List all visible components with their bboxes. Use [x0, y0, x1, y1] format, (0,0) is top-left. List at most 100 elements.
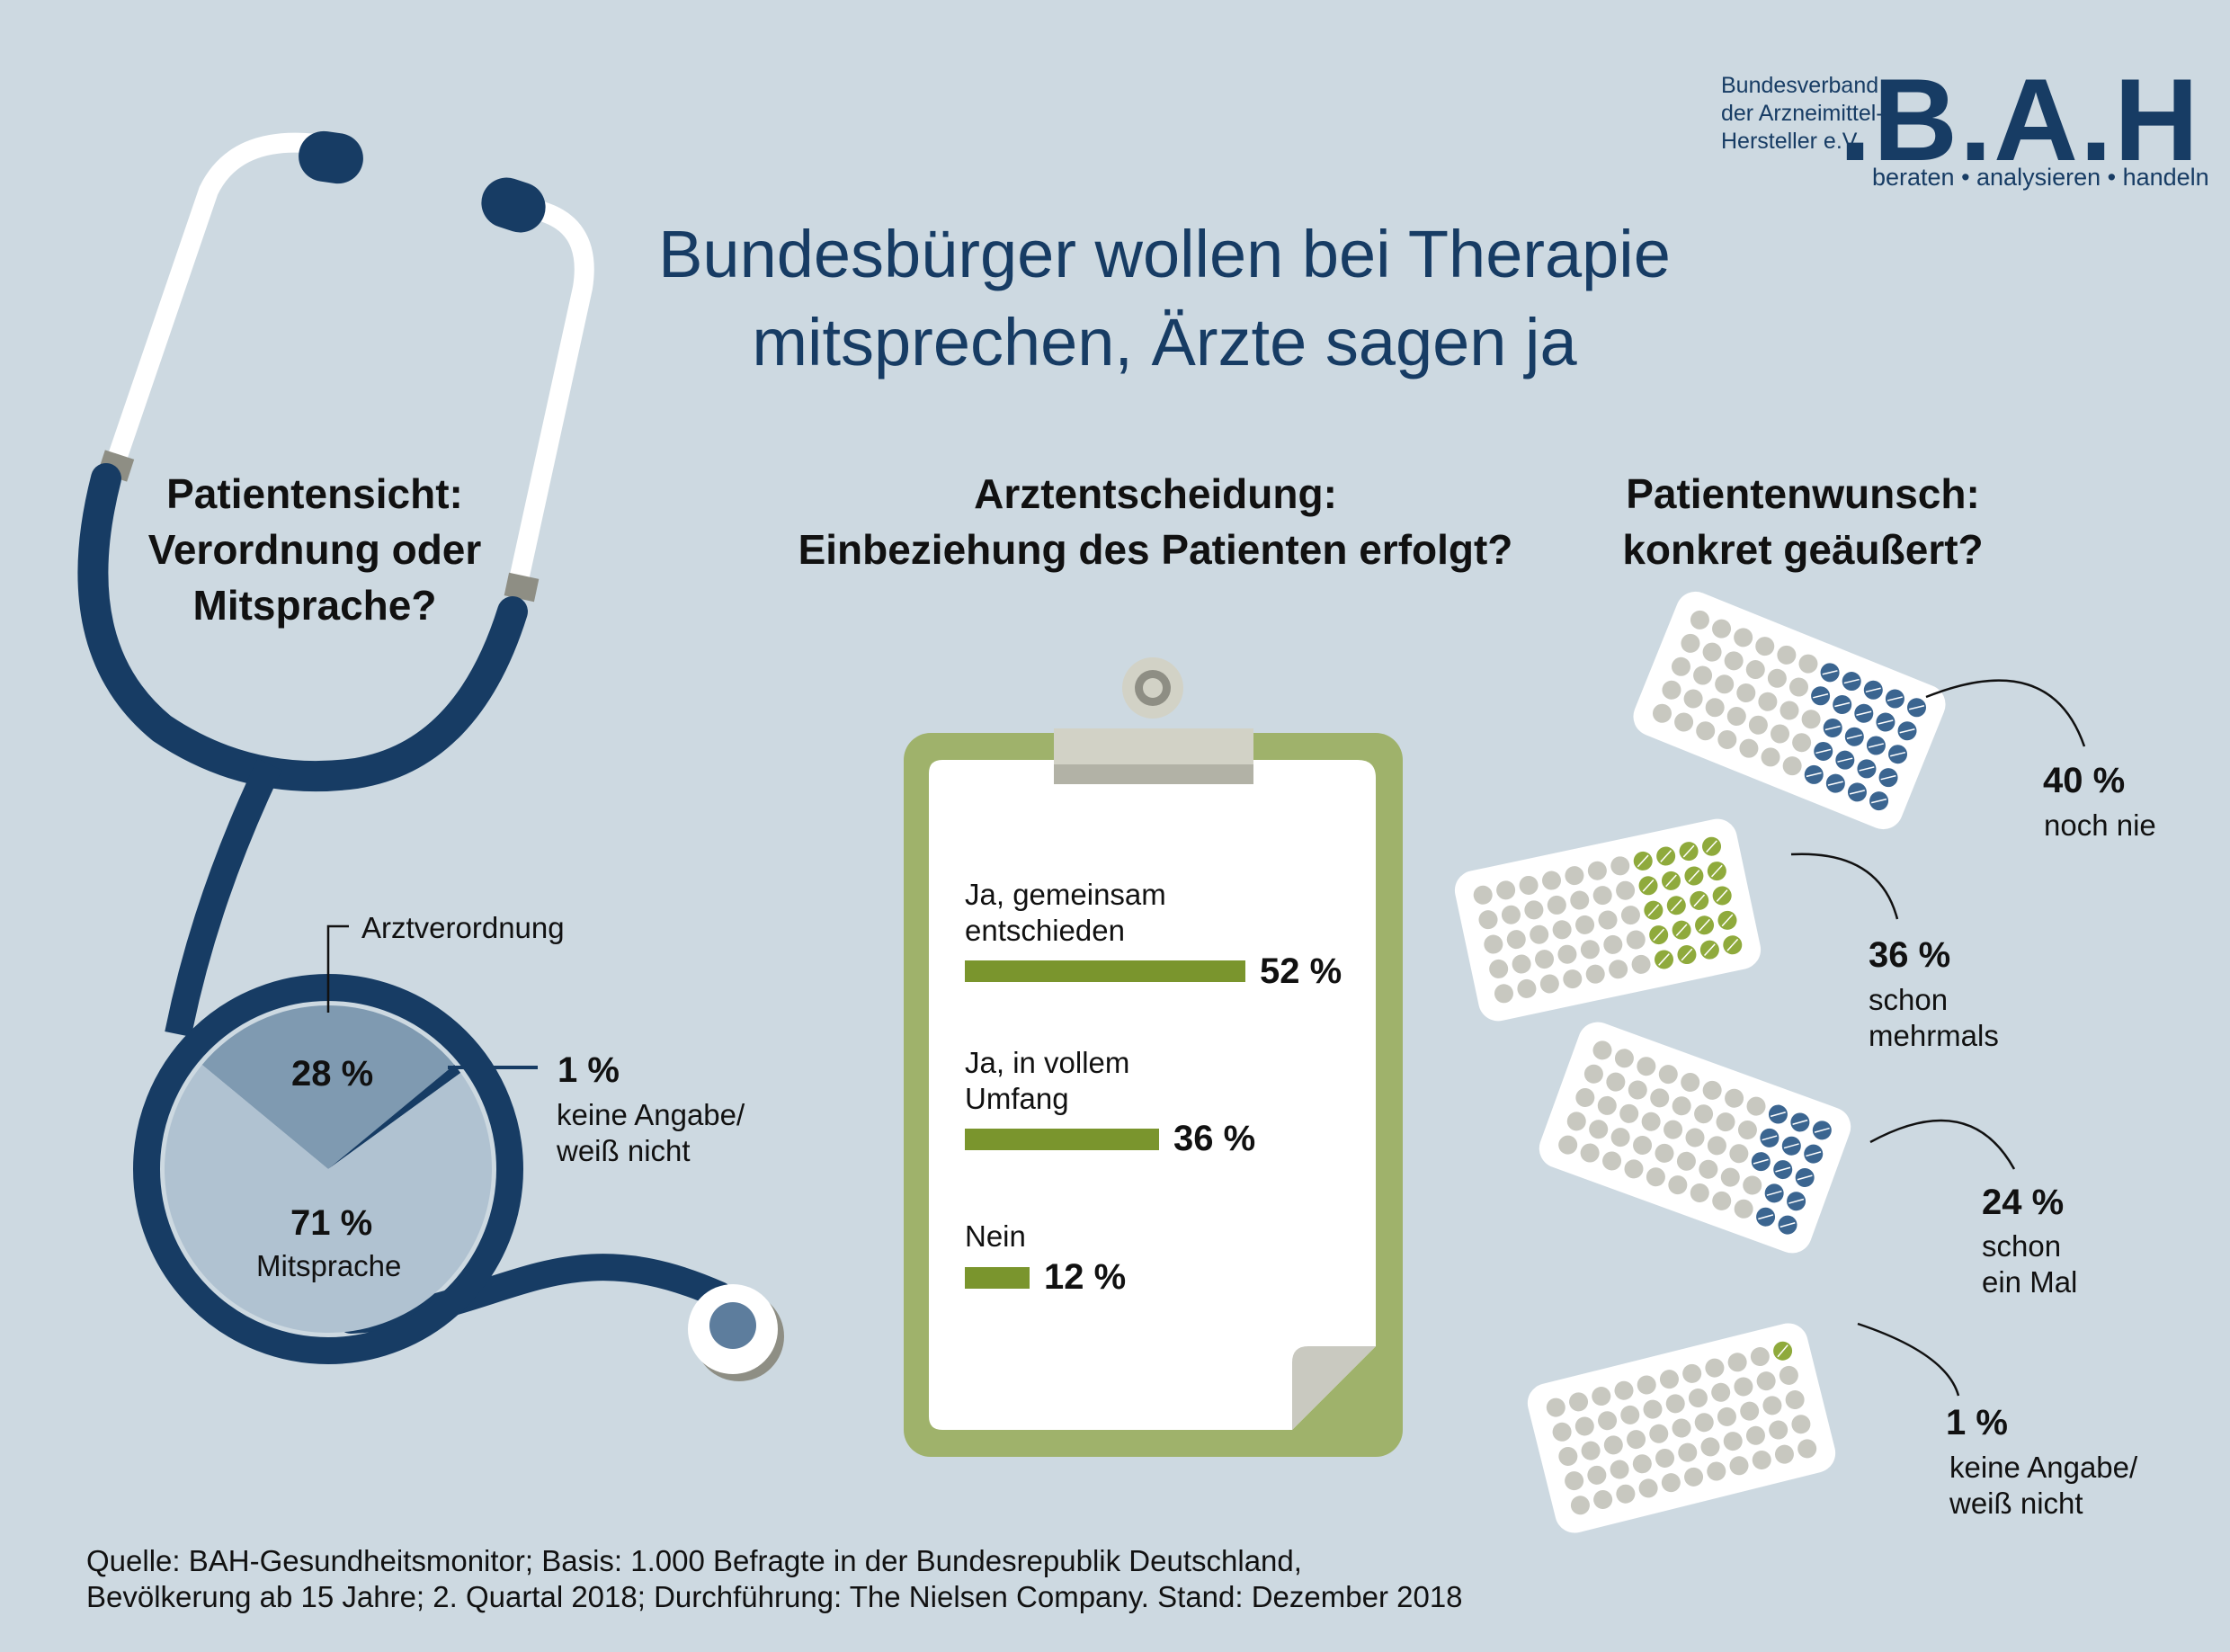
pill-score [1783, 1143, 1799, 1149]
pill-score [1653, 928, 1665, 942]
pill-empty [1780, 701, 1799, 720]
pill-empty [1609, 960, 1628, 979]
source-line-2: Bevölkerung ab 15 Jahre; 2. Quartal 2018… [86, 1580, 1463, 1613]
pill-empty [1664, 1120, 1683, 1139]
pill-empty [1592, 1040, 1612, 1060]
pill-score [1710, 864, 1723, 878]
pill-empty [1740, 1401, 1760, 1421]
pill-empty [1746, 1096, 1766, 1116]
pictogram-label-3-line-1: keine Angabe/ [1949, 1451, 2138, 1484]
pictogram-label-3-line-2: weiß nicht [1949, 1487, 2083, 1520]
pie-label-arztverordnung: Arztverordnung [361, 911, 565, 944]
pill-empty [1668, 1175, 1688, 1195]
pill-empty [1726, 706, 1746, 726]
pill-empty [1583, 1064, 1603, 1084]
bar-title-1: Arztentscheidung: [974, 470, 1337, 517]
pill-empty [1552, 920, 1572, 940]
pill-empty [1762, 1396, 1782, 1415]
pie-title-2: Verordnung oder [147, 526, 482, 573]
pill-score [1849, 790, 1865, 795]
pictogram-chart [1454, 591, 2086, 1533]
pie-label-keine-angabe-1: keine Angabe/ [557, 1098, 745, 1131]
pill-empty [1676, 1151, 1696, 1171]
blister-pack-0 [1633, 591, 1946, 830]
pill-score [1824, 725, 1841, 731]
pill-empty [1638, 1478, 1658, 1498]
bar-label-0-line-2: entschieden [965, 914, 1125, 947]
pill-score [1822, 670, 1838, 675]
pill-empty [1745, 1425, 1765, 1445]
pie-slice-arztverordnung [201, 1005, 455, 1169]
pictogram-label-2-line-1: schon [1982, 1229, 2062, 1263]
pill-empty [1603, 934, 1623, 954]
pill-empty [1620, 906, 1640, 925]
pill-empty [1672, 1096, 1691, 1116]
pill-empty [1711, 1382, 1731, 1402]
pill-empty [1566, 1112, 1586, 1131]
pill-score [1758, 1214, 1774, 1220]
pill-empty [1743, 1175, 1762, 1195]
pill-score [1878, 719, 1894, 725]
pill-empty [1558, 1135, 1578, 1155]
pill-empty [1674, 712, 1694, 732]
pill-score [1637, 854, 1649, 868]
pill-score [1647, 904, 1660, 917]
pill-empty [1685, 1128, 1705, 1147]
bar-label-1-line-1: Ja, in vollem [965, 1046, 1130, 1079]
pill-score [1868, 743, 1884, 748]
pictogram-title-2: konkret geäußert? [1622, 526, 1984, 573]
pill-empty [1633, 1136, 1653, 1156]
pill-score [1766, 1190, 1782, 1196]
pill-empty [1512, 954, 1531, 974]
pill-empty [1699, 1159, 1718, 1179]
pill-empty [1616, 880, 1636, 900]
pill-score [1889, 751, 1906, 757]
pill-empty [1737, 1120, 1757, 1139]
pill-empty [1655, 1448, 1675, 1468]
pill-empty [1659, 1370, 1679, 1389]
pill-empty [1694, 1413, 1714, 1433]
page-title-line-1: Bundesbürger wollen bei Therapie [658, 217, 1671, 291]
pill-score [1675, 924, 1688, 937]
pill-empty [1552, 1422, 1572, 1442]
logo-tagline: beraten • analysieren • handeln [1872, 164, 2209, 191]
pill-empty [1489, 959, 1509, 978]
stethoscope-tail [337, 1254, 733, 1334]
pill-empty [1658, 1065, 1678, 1085]
pill-empty [1624, 1159, 1644, 1179]
pill-empty [1729, 1144, 1749, 1164]
pill-empty [1602, 1151, 1622, 1171]
pill-score [1721, 914, 1734, 927]
pictogram-label-2-line-2: ein Mal [1982, 1265, 2078, 1299]
pill-empty [1580, 940, 1600, 960]
pie-chart [133, 924, 538, 1364]
pictogram-label-1-line-1: schon [1869, 983, 1949, 1016]
pill-score [1777, 1344, 1788, 1358]
pill-empty [1777, 645, 1797, 665]
pill-empty [1684, 1467, 1704, 1487]
pictogram-value-2: 24 % [1982, 1183, 2065, 1222]
pill-score [1859, 766, 1875, 772]
pill-empty [1581, 1441, 1601, 1460]
pie-label-keine-angabe-2: weiß nicht [557, 1134, 691, 1167]
pictogram-leader-0 [1925, 679, 2086, 747]
pill-empty [1724, 651, 1744, 671]
pill-empty [1598, 910, 1618, 930]
pill-empty [1541, 871, 1561, 890]
pill-empty [1652, 703, 1672, 723]
bar-value-1: 36 % [1173, 1119, 1256, 1158]
pill-empty [1632, 1454, 1652, 1474]
pill-score [1775, 1166, 1791, 1173]
pill-empty [1649, 1424, 1669, 1443]
pill-empty [1575, 915, 1595, 934]
page-title-line-2: mitsprechen, Ärzte sagen ja [752, 305, 1577, 380]
pill-empty [1547, 895, 1566, 915]
pill-empty [1610, 1460, 1629, 1479]
pill-empty [1694, 1104, 1714, 1124]
pill-empty [1580, 1143, 1600, 1163]
pill-empty [1681, 633, 1700, 653]
pill-score [1792, 1119, 1808, 1125]
pill-empty [1494, 984, 1513, 1004]
pill-score [1660, 850, 1672, 862]
pill-empty [1616, 1484, 1636, 1504]
